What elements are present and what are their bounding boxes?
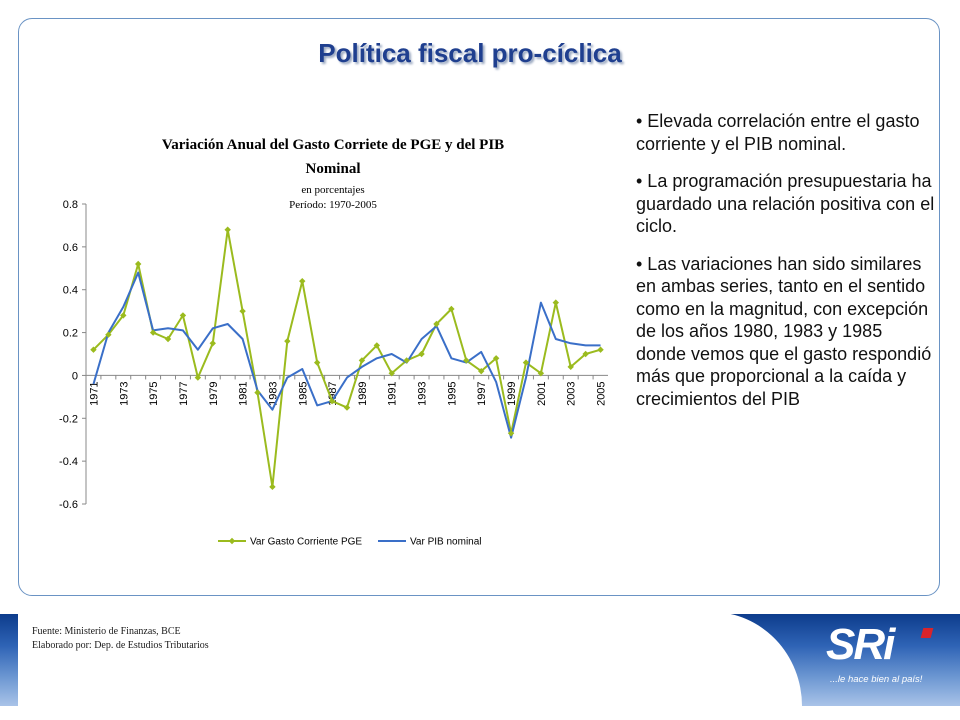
y-tick-label: 0.6 — [63, 242, 78, 254]
data-point — [105, 331, 112, 338]
x-tick-label: 2001 — [536, 381, 548, 405]
data-point — [552, 299, 559, 306]
x-tick-label: 1981 — [238, 381, 250, 405]
data-point — [239, 307, 246, 315]
data-point — [90, 346, 97, 353]
x-tick-label: 1975 — [148, 381, 160, 405]
x-tick-label: 1977 — [178, 381, 190, 405]
data-point — [522, 359, 530, 366]
content-panel — [18, 18, 940, 596]
y-tick-label: -0.6 — [59, 499, 78, 511]
x-tick-label: 1993 — [417, 381, 429, 405]
footer-sheet — [18, 612, 802, 706]
x-tick-label: 1999 — [506, 381, 518, 405]
data-point — [164, 335, 172, 343]
legend-label: Var Gasto Corriente PGE — [250, 537, 362, 548]
chart-plot: 0.8 0.6 0.4 0.2 0 -0.2 -0.4 -0.6 1971 1973 1975 197… — [59, 199, 608, 548]
x-tick-label: 1971 — [88, 381, 100, 405]
data-point — [388, 370, 395, 377]
bullet-item: • Las variaciones han sido similares en … — [636, 253, 932, 409]
y-tick-label: -0.2 — [59, 413, 78, 425]
y-tick-label: 0.8 — [63, 199, 78, 211]
chart-title-line1: Variación Anual del Gasto Corriete de PG… — [161, 137, 505, 153]
x-tick-label: 1987 — [327, 381, 339, 405]
series-line-pib — [92, 271, 601, 439]
x-tick-label: 1995 — [446, 381, 458, 405]
chart-subtitle-line1: en porcentajes — [301, 184, 365, 196]
data-point — [567, 363, 574, 371]
data-point — [209, 340, 216, 347]
data-point — [463, 357, 470, 364]
data-point — [418, 350, 425, 358]
data-point — [179, 312, 187, 319]
x-tick-label: 1997 — [476, 381, 488, 405]
legend-label: Var PIB nominal — [410, 537, 482, 548]
x-tick-label: 1985 — [297, 381, 309, 405]
x-tick-label: 1991 — [387, 381, 399, 405]
y-tick-label: 0 — [72, 370, 78, 382]
x-tick-label: 1983 — [267, 381, 279, 405]
data-point — [149, 329, 157, 336]
x-tick-label: 2005 — [596, 381, 608, 405]
bullet-item: • La programación presupuestaria ha guar… — [636, 171, 935, 236]
data-point — [135, 260, 142, 268]
logo-accent-icon — [920, 628, 934, 638]
data-point — [299, 277, 306, 285]
chart-title: Variación Anual del Gasto Corriete de PG… — [96, 133, 570, 181]
data-point — [433, 320, 440, 328]
data-point — [269, 483, 276, 491]
logo-slogan: ...le hace bien al país! — [830, 674, 923, 685]
x-tick-label: 1979 — [208, 381, 220, 405]
x-tick-label: 2003 — [566, 381, 578, 405]
x-tick-label: 1989 — [357, 381, 369, 405]
chart: Variación Anual del Gasto Corriete de PG… — [28, 125, 608, 555]
slide-title: Política fiscal pro-cíclica — [318, 38, 622, 68]
data-point — [373, 342, 381, 349]
data-point — [343, 404, 351, 411]
data-point — [254, 389, 261, 396]
data-point — [358, 357, 366, 364]
data-point — [582, 350, 589, 358]
data-point — [492, 355, 500, 362]
logo-wordmark: SRi — [826, 620, 895, 669]
source-line: Fuente: Ministerio de Finanzas, BCE — [32, 626, 181, 637]
data-point — [597, 346, 604, 353]
data-point — [313, 359, 321, 366]
data-point — [448, 305, 455, 313]
source-line: Elaborado por: Dep. de Estudios Tributar… — [32, 640, 209, 651]
data-point — [403, 357, 410, 364]
chart-title-line2: Nominal — [305, 161, 361, 177]
data-point — [284, 337, 291, 345]
chart-subtitle-line2: Período: 1970-2005 — [289, 199, 377, 211]
y-tick-label: 0.2 — [63, 328, 78, 340]
chart-subtitle: en porcentajes Período: 1970-2005 — [168, 183, 498, 213]
bullet-list: • Elevada correlación entre el gasto cor… — [636, 110, 936, 425]
source-note: Fuente: Ministerio de Finanzas, BCE Elab… — [32, 625, 209, 653]
x-tick-label: 1973 — [118, 381, 130, 405]
legend-marker — [228, 537, 236, 545]
bullet-item: • Elevada correlación entre el gasto cor… — [636, 111, 920, 154]
series-line-gasto — [92, 228, 601, 488]
sri-logo: SRi ...le hace bien al país! — [826, 620, 938, 692]
data-point — [120, 312, 127, 319]
data-point — [224, 226, 231, 233]
data-point — [537, 370, 545, 377]
y-tick-label: 0.4 — [63, 285, 78, 297]
data-point — [194, 374, 202, 381]
y-tick-label: -0.4 — [59, 456, 78, 468]
